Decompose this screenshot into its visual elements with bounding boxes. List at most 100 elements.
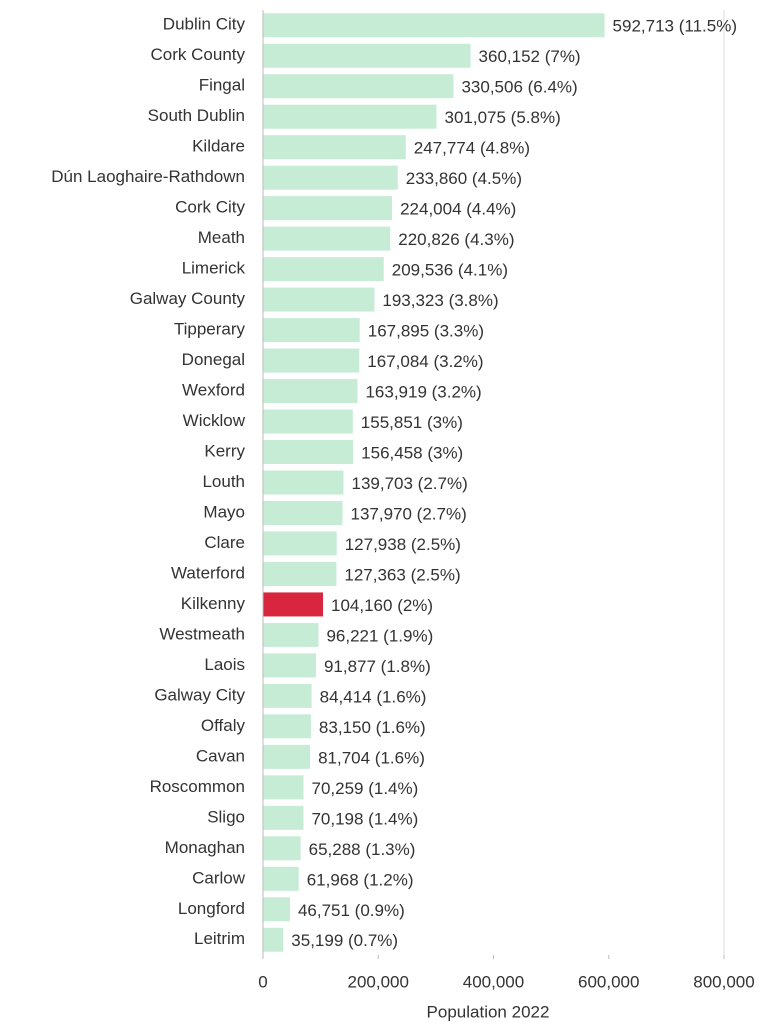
value-label: 139,703 (2.7%) bbox=[352, 474, 468, 493]
value-label: 61,968 (1.2%) bbox=[307, 870, 414, 889]
value-label: 84,414 (1.6%) bbox=[320, 687, 427, 706]
value-label: 360,152 (7%) bbox=[479, 47, 581, 66]
x-tick-label: 0 bbox=[258, 972, 267, 991]
bar bbox=[263, 165, 398, 190]
value-label: 127,363 (2.5%) bbox=[344, 565, 460, 584]
y-tick-label: Fingal bbox=[199, 76, 245, 95]
bar bbox=[263, 196, 393, 221]
y-tick-label: Dún Laoghaire-Rathdown bbox=[51, 167, 245, 186]
y-tick-label: Cavan bbox=[196, 746, 245, 765]
value-label: 167,895 (3.3%) bbox=[368, 322, 484, 341]
y-tick-label: Wexford bbox=[182, 381, 245, 400]
bar bbox=[263, 897, 290, 922]
bar bbox=[263, 683, 312, 708]
value-label: 70,198 (1.4%) bbox=[311, 809, 418, 828]
bar bbox=[263, 257, 384, 282]
y-tick-label: Galway City bbox=[154, 685, 245, 704]
x-tick-label: 800,000 bbox=[693, 972, 754, 991]
y-tick-label: Leitrim bbox=[194, 929, 245, 948]
y-tick-label: Limerick bbox=[182, 259, 246, 278]
value-label: 35,199 (0.7%) bbox=[291, 931, 398, 950]
value-label: 301,075 (5.8%) bbox=[444, 108, 560, 127]
value-label: 224,004 (4.4%) bbox=[400, 200, 516, 219]
bar bbox=[263, 653, 316, 678]
y-tick-label: Sligo bbox=[207, 807, 245, 826]
y-tick-label: South Dublin bbox=[148, 106, 245, 125]
x-axis-title: Population 2022 bbox=[427, 1002, 550, 1021]
value-label: 592,713 (11.5%) bbox=[613, 17, 737, 36]
value-label: 247,774 (4.8%) bbox=[414, 139, 530, 158]
y-tick-label: Meath bbox=[198, 228, 245, 247]
y-tick-label: Cork City bbox=[175, 198, 245, 217]
value-label: 83,150 (1.6%) bbox=[319, 718, 426, 737]
bar bbox=[263, 622, 319, 647]
y-tick-label: Mayo bbox=[203, 502, 245, 521]
value-label: 155,851 (3%) bbox=[361, 413, 463, 432]
x-tick-label: 200,000 bbox=[348, 972, 409, 991]
bar bbox=[263, 287, 375, 312]
value-label: 156,458 (3%) bbox=[361, 444, 463, 463]
bar bbox=[263, 104, 437, 129]
x-tick-label: 600,000 bbox=[578, 972, 639, 991]
value-label: 330,506 (6.4%) bbox=[461, 78, 577, 97]
value-label: 81,704 (1.6%) bbox=[318, 748, 425, 767]
bar bbox=[263, 379, 358, 404]
y-tick-label: Kerry bbox=[204, 442, 245, 461]
y-tick-label: Donegal bbox=[182, 350, 245, 369]
y-tick-label: Roscommon bbox=[150, 777, 245, 796]
bar bbox=[263, 500, 343, 525]
value-label: 91,877 (1.8%) bbox=[324, 657, 431, 676]
y-tick-label: Laois bbox=[204, 655, 245, 674]
bar bbox=[263, 531, 337, 556]
bar bbox=[263, 318, 360, 343]
y-tick-label: Kildare bbox=[192, 137, 245, 156]
y-tick-label: Louth bbox=[202, 472, 245, 491]
bar bbox=[263, 13, 605, 38]
y-tick-label: Monaghan bbox=[165, 838, 245, 857]
bar bbox=[263, 714, 311, 739]
value-label: 193,323 (3.8%) bbox=[382, 291, 498, 310]
bar bbox=[263, 927, 284, 952]
y-tick-label: Dublin City bbox=[163, 15, 246, 34]
y-tick-label: Westmeath bbox=[159, 624, 245, 643]
value-label: 233,860 (4.5%) bbox=[406, 169, 522, 188]
y-tick-label: Carlow bbox=[192, 868, 246, 887]
value-label: 70,259 (1.4%) bbox=[311, 779, 418, 798]
value-label: 163,919 (3.2%) bbox=[365, 383, 481, 402]
y-tick-label: Galway County bbox=[130, 289, 246, 308]
bar bbox=[263, 135, 406, 160]
y-tick-label: Kilkenny bbox=[181, 594, 246, 613]
value-label: 220,826 (4.3%) bbox=[398, 230, 514, 249]
bar bbox=[263, 348, 360, 373]
bar bbox=[263, 805, 304, 830]
bar bbox=[263, 74, 454, 99]
value-label: 65,288 (1.3%) bbox=[309, 840, 416, 859]
bar bbox=[263, 43, 471, 68]
bar bbox=[263, 866, 299, 891]
bar bbox=[263, 775, 304, 800]
value-label: 167,084 (3.2%) bbox=[367, 352, 483, 371]
y-tick-label: Offaly bbox=[201, 716, 246, 735]
y-tick-label: Wicklow bbox=[183, 411, 246, 430]
bar bbox=[263, 592, 324, 617]
value-label: 46,751 (0.9%) bbox=[298, 901, 405, 920]
y-tick-label: Clare bbox=[204, 533, 245, 552]
bar bbox=[263, 409, 353, 434]
y-tick-label: Longford bbox=[178, 899, 245, 918]
bar bbox=[263, 836, 301, 861]
value-label: 104,160 (2%) bbox=[331, 596, 433, 615]
bar bbox=[263, 470, 344, 495]
value-label: 137,970 (2.7%) bbox=[351, 504, 467, 523]
value-label: 127,938 (2.5%) bbox=[345, 535, 461, 554]
x-tick-label: 400,000 bbox=[463, 972, 524, 991]
bar bbox=[263, 440, 354, 465]
y-tick-label: Tipperary bbox=[174, 320, 246, 339]
value-label: 96,221 (1.9%) bbox=[326, 626, 433, 645]
bar bbox=[263, 226, 391, 251]
bar bbox=[263, 744, 311, 769]
y-tick-label: Cork County bbox=[151, 45, 246, 64]
y-tick-label: Waterford bbox=[171, 563, 245, 582]
value-label: 209,536 (4.1%) bbox=[392, 261, 508, 280]
bar bbox=[263, 561, 337, 586]
